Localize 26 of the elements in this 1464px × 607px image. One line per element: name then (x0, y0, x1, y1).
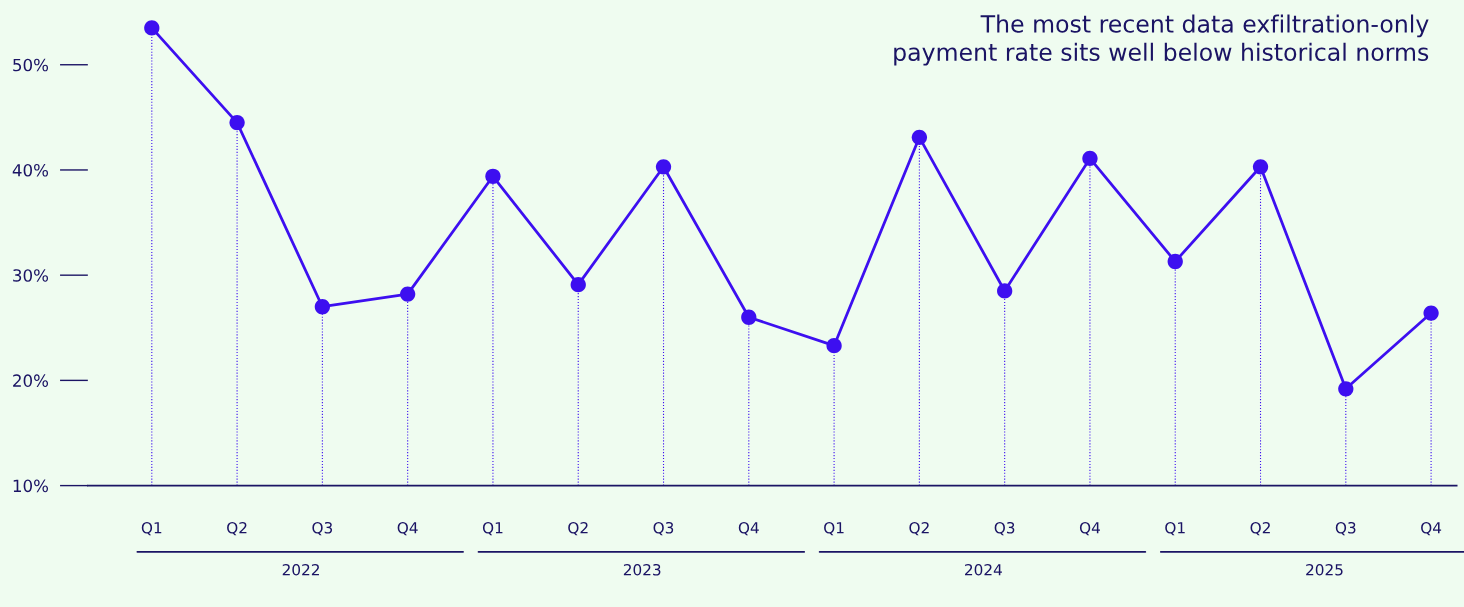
text: The most recent data exfiltration-only payment rate sits well below historical norms (894, 14, 1429, 66)
x-tick-label: Q1 (482, 521, 503, 536)
x-tick-label: Q2 (1250, 521, 1270, 536)
x-tick-label: Q3 (1335, 521, 1356, 536)
x-tick-label: Q3 (312, 521, 333, 536)
x-tick-label: Q1 (824, 521, 844, 536)
text: 2025 (1306, 563, 1343, 576)
x-tick-label: Q3 (994, 521, 1015, 536)
x-tick-label: Q1 (141, 521, 162, 536)
text: 2024 (965, 563, 1002, 576)
text: 2022 (282, 563, 319, 576)
x-tick-label: Q2 (227, 521, 247, 536)
y-tick-label: 30% (13, 269, 49, 282)
x-tick-label: Q1 (1165, 521, 1185, 536)
x-tick-label: Q4 (397, 521, 418, 536)
x-tick-label: Q3 (653, 521, 674, 536)
x-tick-label: Q2 (568, 521, 588, 536)
x-tick-label: Q2 (909, 521, 929, 536)
y-tick-label: 50% (13, 58, 49, 72)
x-tick-label: Q4 (1421, 521, 1442, 536)
x-tick-label: Q4 (738, 521, 759, 536)
y-tick-label: 40% (12, 163, 49, 177)
x-tick-label: Q4 (1079, 521, 1100, 536)
text: 2023 (623, 563, 661, 576)
y-tick-label: 10% (13, 479, 49, 493)
y-tick-label: 20% (13, 374, 49, 387)
